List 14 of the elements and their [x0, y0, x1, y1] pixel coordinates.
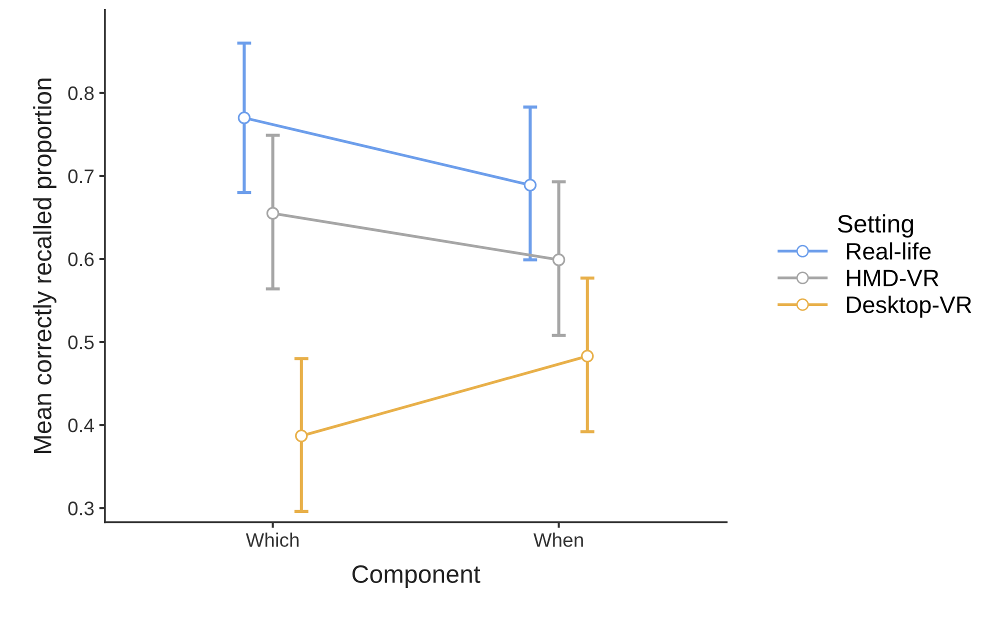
legend-label: Real-life: [847, 242, 931, 260]
legend-label: HMD-VR: [847, 270, 938, 286]
y-tick-label: 0.3: [68, 502, 94, 516]
y-tick-label: 0.4: [68, 418, 94, 432]
x-tick-label: When: [533, 532, 583, 547]
y-tick-label: 0.6: [68, 252, 94, 266]
x-tick-label: Which: [246, 532, 299, 547]
y-tick-label: 0.7: [68, 169, 94, 184]
legend-label: Desktop-VR: [847, 296, 972, 318]
y-axis-title: Mean correctly recalled proportion: [33, 78, 56, 453]
y-tick-label: 0.5: [68, 335, 94, 350]
legend-title: Setting: [838, 214, 913, 238]
x-axis-title: Component: [352, 565, 480, 588]
y-tick-label: 0.8: [68, 86, 94, 100]
